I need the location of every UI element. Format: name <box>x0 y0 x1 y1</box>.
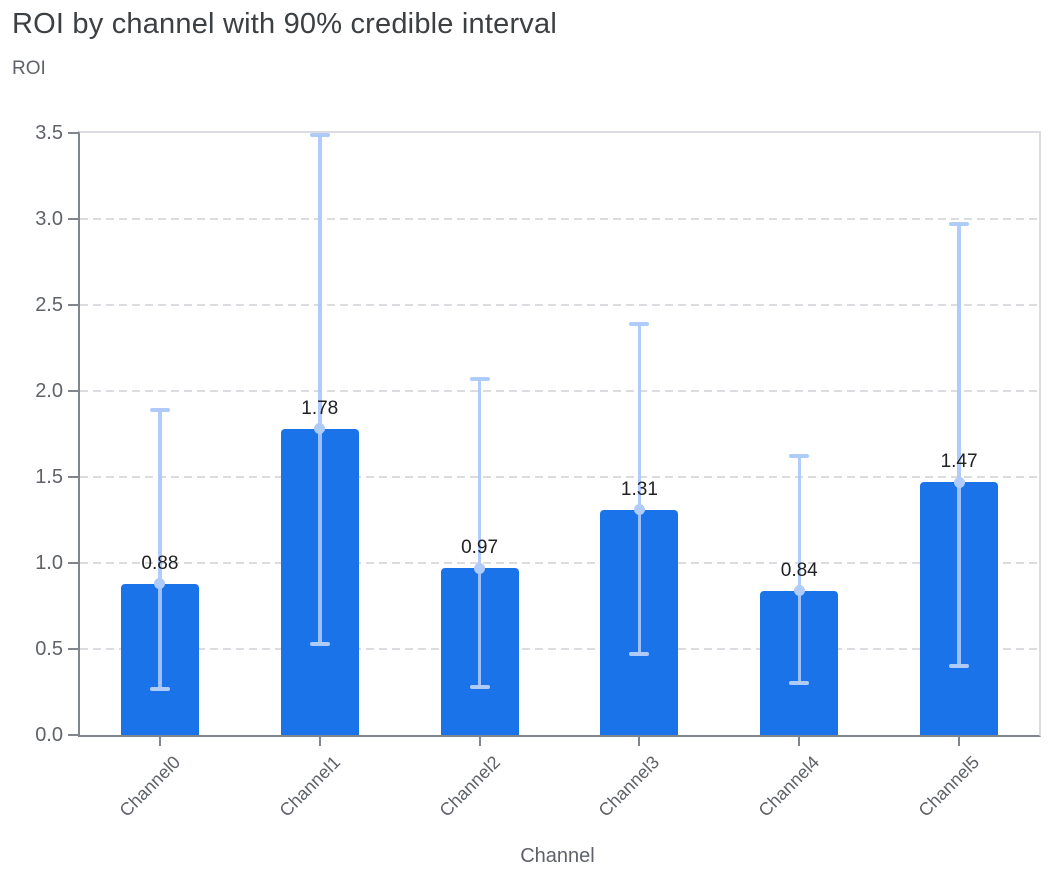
error-bar-cap-bottom <box>309 641 330 646</box>
x-axis-tick <box>158 737 161 746</box>
error-bar-line <box>797 456 801 684</box>
x-axis-tick <box>798 737 801 746</box>
bar-value-label: 0.97 <box>461 537 499 559</box>
y-axis-tick <box>68 734 78 736</box>
chart-title: ROI by channel with 90% credible interva… <box>12 8 557 40</box>
y-tick-label: 0.5 <box>35 638 63 660</box>
y-axis-tick <box>68 132 78 134</box>
error-bar-cap-bottom <box>149 686 170 691</box>
error-bar-cap-bottom <box>469 684 490 689</box>
gridline <box>80 562 1039 564</box>
bar-value-label: 1.78 <box>301 397 339 419</box>
bar-value-label: 1.47 <box>940 451 978 473</box>
error-bar-cap-bottom <box>949 664 970 669</box>
bar-value-label: 1.31 <box>620 478 658 500</box>
error-bar-line <box>158 409 162 689</box>
x-axis-title: Channel <box>520 845 595 867</box>
error-bar-cap-bottom <box>789 681 810 686</box>
gridline <box>80 476 1039 478</box>
x-tick-label: Channel0 <box>115 752 185 821</box>
error-bar-line <box>318 134 322 644</box>
error-bar-cap-bottom <box>629 652 650 657</box>
x-axis-tick <box>958 737 961 746</box>
mean-marker <box>154 578 166 590</box>
error-bar-cap-top <box>469 376 490 381</box>
y-tick-label: 0.0 <box>35 724 63 746</box>
gridline <box>80 218 1039 220</box>
x-tick-label: Channel1 <box>275 752 344 821</box>
mean-marker <box>474 562 486 574</box>
error-bar-line <box>957 224 961 667</box>
y-tick-label: 2.5 <box>35 294 63 316</box>
error-bar-line <box>637 323 642 655</box>
y-tick-label: 1.0 <box>35 552 63 574</box>
y-axis-tick <box>68 304 78 306</box>
mean-marker <box>953 476 965 488</box>
mean-marker <box>633 504 645 516</box>
y-axis-tick <box>68 390 78 392</box>
x-tick-label: Channel2 <box>435 752 504 821</box>
y-axis-tick <box>68 218 78 220</box>
bar-value-label: 0.84 <box>780 559 818 581</box>
bar-value-label: 0.88 <box>141 552 179 574</box>
gridline <box>80 304 1039 306</box>
mean-marker <box>314 423 326 435</box>
error-bar-cap-top <box>949 222 970 227</box>
error-bar-line <box>477 378 482 687</box>
y-axis-tick <box>68 648 78 650</box>
y-tick-label: 1.5 <box>35 466 63 488</box>
x-axis-tick <box>478 737 481 746</box>
gridline <box>80 648 1039 650</box>
x-tick-label: Channel3 <box>594 752 664 821</box>
gridline <box>80 390 1039 392</box>
error-bar-cap-top <box>789 454 810 459</box>
x-tick-label: Channel5 <box>914 752 984 821</box>
x-axis-tick <box>638 737 641 746</box>
mean-marker <box>793 585 805 597</box>
y-axis-title: ROI <box>12 58 46 79</box>
x-axis-tick <box>318 737 321 746</box>
error-bar-cap-top <box>629 321 650 326</box>
plot-area: 0.0 0.5 1.0 1.5 2.0 2.5 3.0 3.5 0.88 Channel0 1.78… <box>35 122 1041 821</box>
y-tick-label: 3.0 <box>35 208 63 230</box>
y-axis-tick <box>68 562 78 564</box>
y-tick-label: 2.0 <box>35 380 63 402</box>
error-bar-cap-top <box>149 407 170 412</box>
y-axis-tick <box>68 476 78 478</box>
error-bar-cap-top <box>309 132 330 137</box>
x-tick-label: Channel4 <box>754 752 824 821</box>
y-tick-label: 3.5 <box>35 122 63 144</box>
